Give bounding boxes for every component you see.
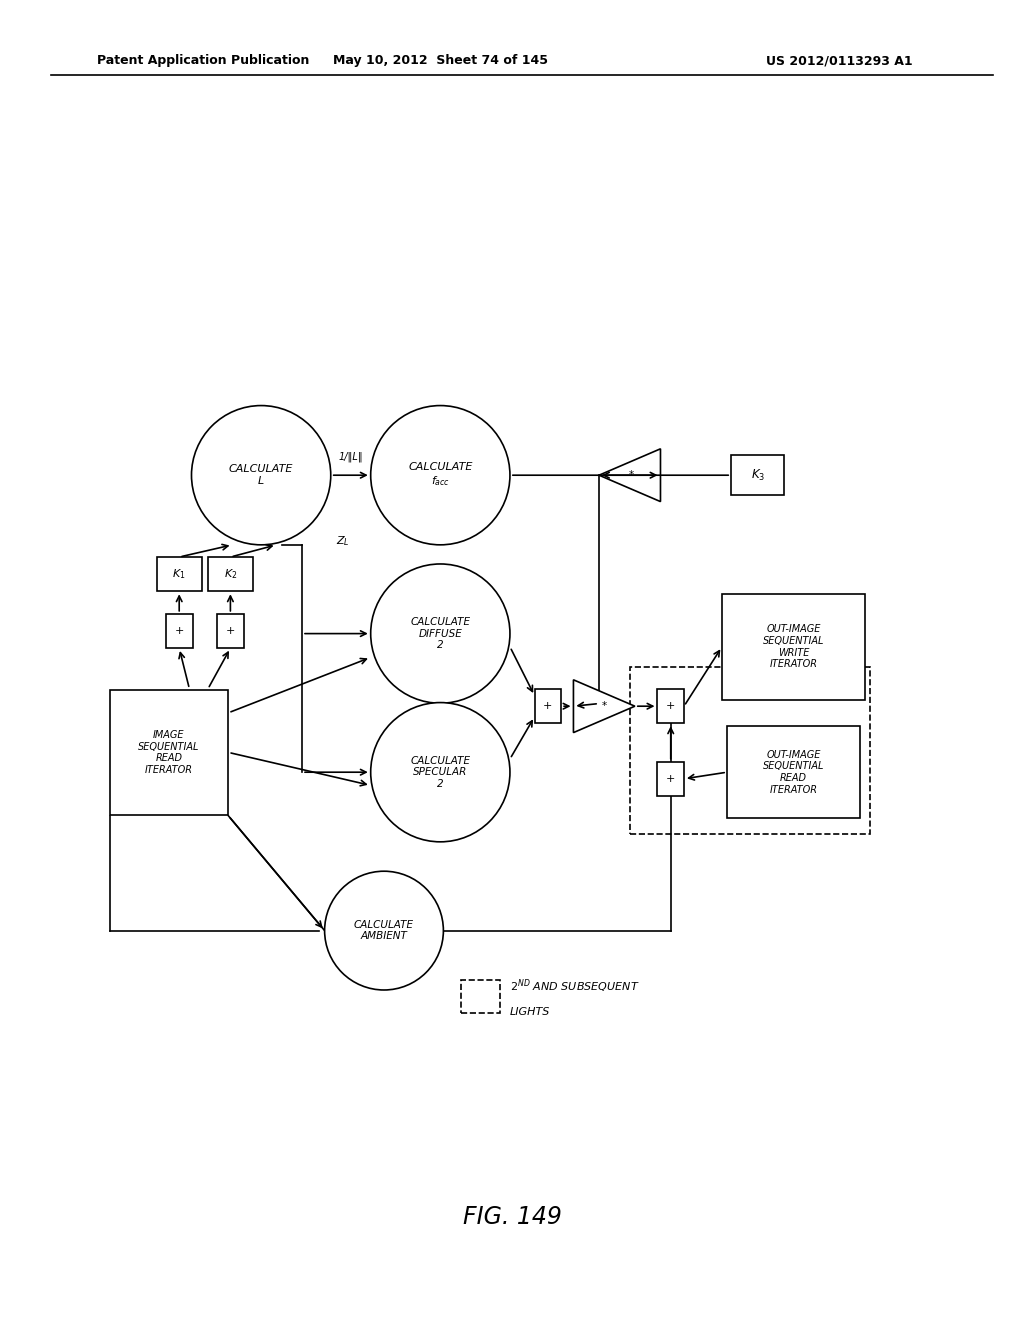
Bar	[157, 557, 202, 591]
Bar	[630, 667, 870, 834]
Text: Patent Application Publication: Patent Application Publication	[97, 54, 309, 67]
Bar	[657, 689, 684, 723]
Polygon shape	[599, 449, 660, 502]
Text: IMAGE
SEQUENTIAL
READ
ITERATOR: IMAGE SEQUENTIAL READ ITERATOR	[138, 730, 200, 775]
Bar	[217, 614, 244, 648]
Text: CALCULATE
AMBIENT: CALCULATE AMBIENT	[354, 920, 414, 941]
Text: CALCULATE
DIFFUSE
2: CALCULATE DIFFUSE 2	[411, 616, 470, 651]
Text: *: *	[629, 470, 635, 480]
Text: $K_3$: $K_3$	[751, 467, 765, 483]
Text: OUT-IMAGE
SEQUENTIAL
WRITE
ITERATOR: OUT-IMAGE SEQUENTIAL WRITE ITERATOR	[763, 624, 824, 669]
Ellipse shape	[191, 405, 331, 545]
Bar	[111, 689, 228, 814]
Text: $K_2$: $K_2$	[223, 568, 238, 581]
Ellipse shape	[371, 405, 510, 545]
Bar	[731, 455, 784, 495]
Bar	[535, 689, 561, 723]
Ellipse shape	[325, 871, 443, 990]
Text: +: +	[174, 626, 184, 636]
Bar	[722, 594, 865, 700]
Text: 1/‖L‖: 1/‖L‖	[338, 451, 364, 462]
Text: CALCULATE
$f_{acc}$: CALCULATE $f_{acc}$	[409, 462, 472, 488]
Bar	[727, 726, 860, 818]
Bar	[208, 557, 253, 591]
Text: CALCULATE
SPECULAR
2: CALCULATE SPECULAR 2	[411, 755, 470, 789]
Bar	[657, 762, 684, 796]
Text: LIGHTS: LIGHTS	[510, 1007, 550, 1018]
Bar	[166, 614, 193, 648]
Text: *: *	[601, 701, 607, 711]
Ellipse shape	[371, 702, 510, 842]
Text: +: +	[543, 701, 553, 711]
Text: CALCULATE
L: CALCULATE L	[229, 465, 293, 486]
Text: US 2012/0113293 A1: US 2012/0113293 A1	[766, 54, 913, 67]
Ellipse shape	[371, 564, 510, 704]
Text: $Z_L$: $Z_L$	[336, 535, 349, 548]
Polygon shape	[573, 680, 635, 733]
Bar	[461, 979, 500, 1014]
Text: +: +	[666, 701, 676, 711]
Text: OUT-IMAGE
SEQUENTIAL
READ
ITERATOR: OUT-IMAGE SEQUENTIAL READ ITERATOR	[763, 750, 824, 795]
Text: May 10, 2012  Sheet 74 of 145: May 10, 2012 Sheet 74 of 145	[333, 54, 548, 67]
Text: +: +	[225, 626, 236, 636]
Text: $2^{ND}$ AND SUBSEQUENT: $2^{ND}$ AND SUBSEQUENT	[510, 977, 640, 995]
Text: FIG. 149: FIG. 149	[463, 1205, 561, 1229]
Text: +: +	[666, 774, 676, 784]
Text: $K_1$: $K_1$	[172, 568, 186, 581]
